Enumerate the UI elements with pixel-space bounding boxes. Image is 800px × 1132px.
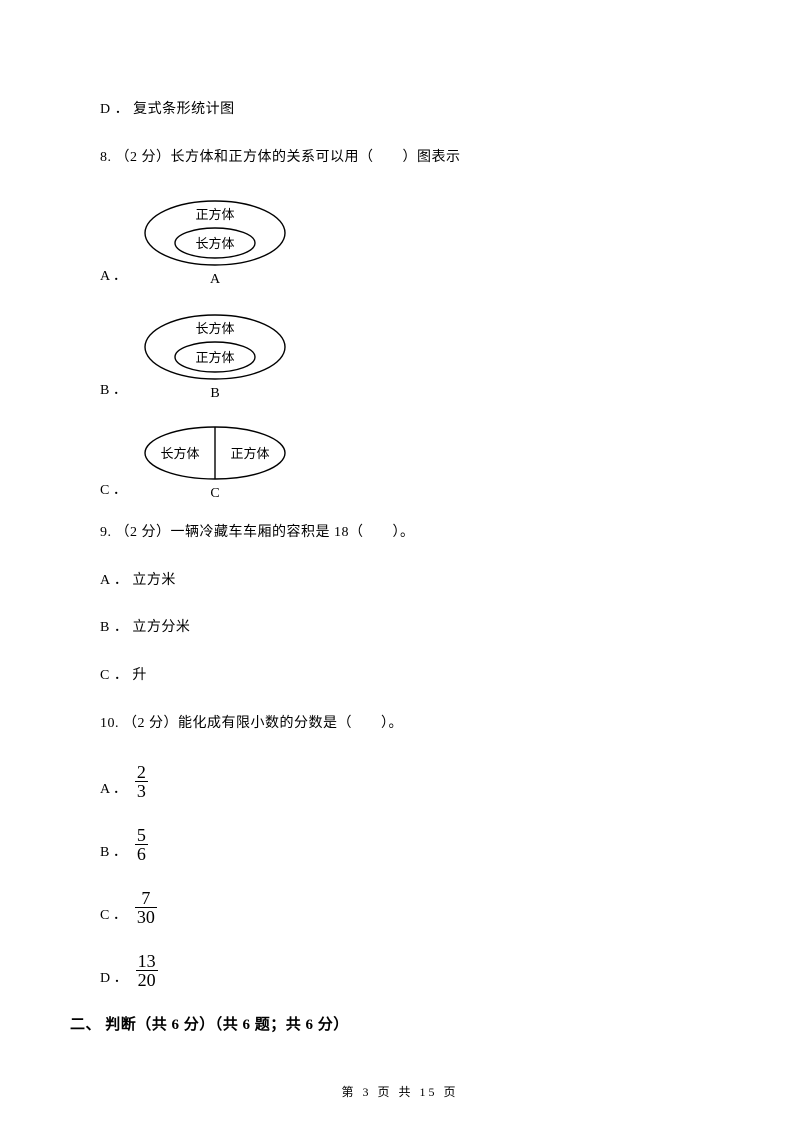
q10-stem: 10. （2 分）能化成有限小数的分数是（ ）。 <box>100 714 700 734</box>
inner-label: 长方体 <box>195 236 234 251</box>
numerator: 13 <box>136 952 158 970</box>
q9-stem: 9. （2 分）一辆冷藏车车厢的容积是 18（ ）。 <box>100 523 700 543</box>
q7-option-d: D ． 复式条形统计图 <box>100 100 700 120</box>
left-label: 长方体 <box>160 446 199 461</box>
q10-option-d: D ． 13 20 <box>100 950 700 987</box>
venn-diagram-c: 长方体 正方体 C <box>135 423 295 501</box>
option-prefix: D ． <box>100 102 129 117</box>
fraction: 7 30 <box>135 889 157 926</box>
q10-option-b: B ． 5 6 <box>100 824 700 861</box>
q10-option-a: A ． 2 3 <box>100 761 700 798</box>
q8-option-b: B ． 长方体 正方体 B <box>100 309 700 401</box>
numerator: 5 <box>135 826 148 844</box>
numerator: 7 <box>139 889 152 907</box>
diagram-label: C <box>210 486 219 501</box>
q9-option-c: C ． 升 <box>100 666 700 686</box>
q10-option-c: C ． 7 30 <box>100 887 700 924</box>
q8-option-c: C ． 长方体 正方体 C <box>100 423 700 501</box>
inner-label: 正方体 <box>195 350 234 365</box>
section-heading: 二、 判断（共 6 分）（共 6 题；共 6 分） <box>70 1013 700 1034</box>
option-prefix: D ． <box>100 967 128 987</box>
denominator: 3 <box>135 781 148 800</box>
q8-stem: 8. （2 分）长方体和正方体的关系可以用（ ）图表示 <box>100 148 700 168</box>
denominator: 20 <box>136 970 158 989</box>
numerator: 2 <box>135 763 148 781</box>
q9-option-a: A ． 立方米 <box>100 571 700 591</box>
outer-label: 长方体 <box>195 321 234 336</box>
option-prefix: A ． <box>100 265 127 287</box>
option-prefix: B ． <box>100 841 127 861</box>
option-text: 复式条形统计图 <box>133 102 235 117</box>
venn-diagram-a: 正方体 长方体 A <box>135 195 295 287</box>
denominator: 30 <box>135 907 157 926</box>
fraction: 13 20 <box>136 952 158 989</box>
option-text: 立方米 <box>132 573 176 588</box>
page-footer: 第 3 页 共 15 页 <box>0 1083 800 1100</box>
option-prefix: A ． <box>100 778 127 798</box>
option-text: 立方分米 <box>132 620 190 635</box>
option-prefix: B ． <box>100 379 127 401</box>
diagram-label: A <box>210 272 221 287</box>
option-prefix: A ． <box>100 573 128 588</box>
option-prefix: B ． <box>100 620 128 635</box>
option-prefix: C ． <box>100 668 128 683</box>
right-label: 正方体 <box>230 446 269 461</box>
page: D ． 复式条形统计图 8. （2 分）长方体和正方体的关系可以用（ ）图表示 … <box>0 0 800 1132</box>
diagram-label: B <box>210 386 219 401</box>
option-prefix: C ． <box>100 904 127 924</box>
option-text: 升 <box>132 668 147 683</box>
option-prefix: C ． <box>100 479 127 501</box>
q9-option-b: B ． 立方分米 <box>100 618 700 638</box>
denominator: 6 <box>135 844 148 863</box>
q8-option-a: A ． 正方体 长方体 A <box>100 195 700 287</box>
fraction: 5 6 <box>135 826 148 863</box>
fraction: 2 3 <box>135 763 148 800</box>
outer-label: 正方体 <box>195 207 234 222</box>
venn-diagram-b: 长方体 正方体 B <box>135 309 295 401</box>
